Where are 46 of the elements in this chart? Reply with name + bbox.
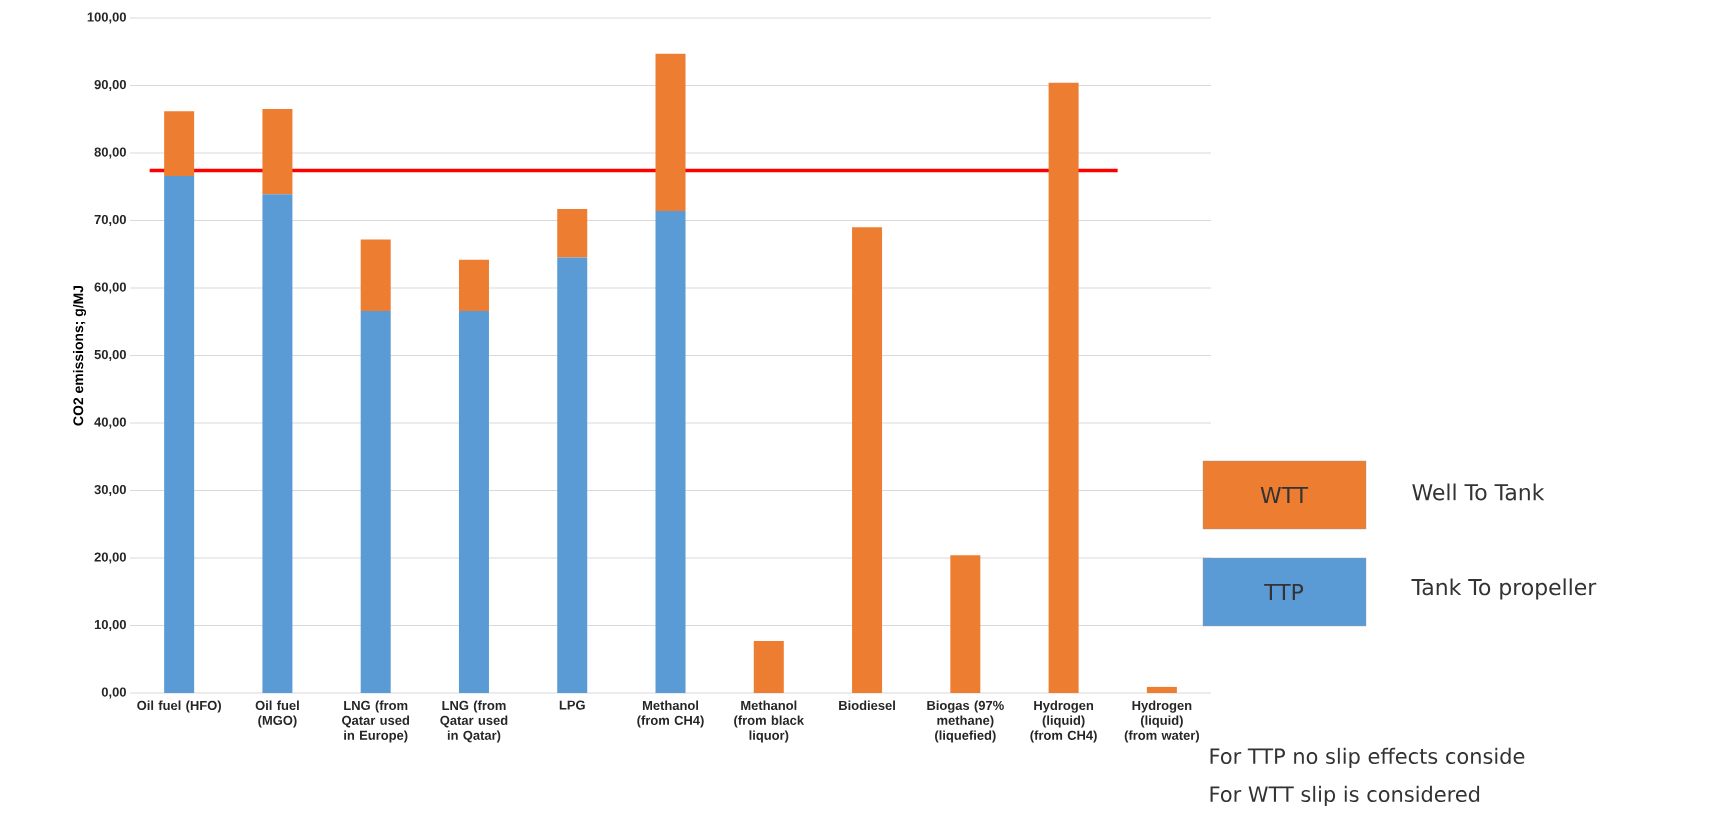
y-tick-label: 60,00 [94,282,126,294]
x-tick-label: Hydrogen (liquid) (from water) [1124,700,1199,743]
y-tick-label: 0,00 [101,687,126,699]
text: Tank To propeller [1411,578,1597,600]
x-tick-label: Biogas (97% methane) (liquefied) [927,700,1004,743]
bar [1146,686,1177,693]
x-tick-label: Methanol (from CH4) [637,700,704,728]
y-tick-label: 20,00 [94,552,126,564]
x-tick-label: Biodiesel [839,700,895,711]
bar [655,211,686,693]
x-tick-label: Methanol (from black liquor) [734,700,805,743]
y-tick-label: 80,00 [94,147,126,159]
y-tick-label: 70,00 [94,214,126,226]
bar [458,259,489,311]
x-tick-label: LNG (from Qatar used in Europe) [342,700,410,743]
y-tick-label: 100,00 [87,12,126,24]
text: WTT [1260,486,1309,503]
bar [557,209,588,258]
bar [164,175,195,693]
text: For TTP no slip effects conside [1210,747,1525,769]
bar [557,257,588,693]
bar [360,310,391,693]
bar [950,555,981,693]
x-tick-label: LNG (from Qatar used in Qatar) [440,700,508,743]
bar [458,310,489,693]
text: TTP [1264,583,1304,600]
bar [852,227,883,693]
bar [262,194,293,693]
bar [1048,82,1079,693]
x-tick-label: Oil fuel (HFO) [137,700,221,713]
y-axis-title: CO2 emissions; g/MJ [72,285,87,426]
y-tick-label: 40,00 [94,417,126,429]
bar [262,109,293,195]
text: For WTT slip is considered [1210,785,1480,807]
x-tick-label: Oil fuel (MGO) [255,700,299,728]
y-tick-label: 50,00 [94,349,126,361]
y-tick-label: 10,00 [94,619,126,631]
x-tick-label: LPG [559,700,585,710]
bar [655,53,686,212]
y-tick-label: 90,00 [94,79,126,91]
bar [360,239,391,311]
x-tick-label: Hydrogen (liquid) (from CH4) [1030,700,1097,743]
bar [164,111,195,176]
text: Well To Tank [1412,483,1545,501]
y-tick-label: 30,00 [94,484,126,496]
bar [753,641,784,693]
